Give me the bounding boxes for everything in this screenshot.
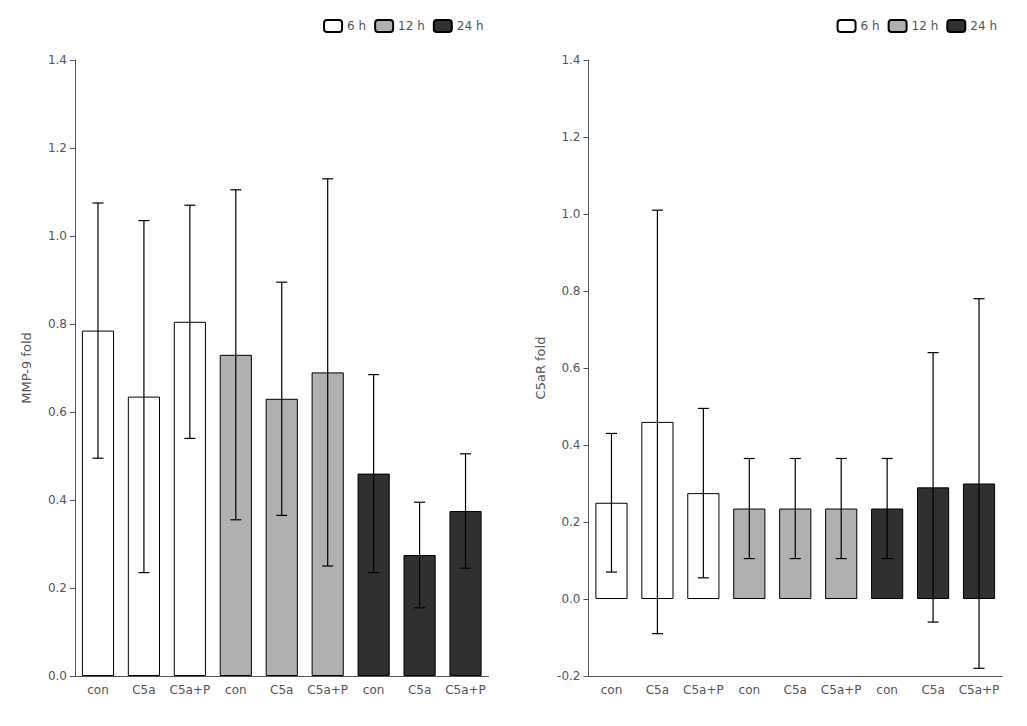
svg-text:C5a: C5a — [270, 683, 293, 697]
svg-text:1.0: 1.0 — [48, 229, 67, 243]
svg-text:1.4: 1.4 — [561, 53, 580, 67]
svg-text:con: con — [87, 683, 109, 697]
svg-text:C5a+P: C5a+P — [959, 683, 1000, 697]
svg-text:con: con — [225, 683, 247, 697]
svg-text:C5a: C5a — [408, 683, 431, 697]
svg-text:con: con — [739, 683, 761, 697]
svg-text:C5a+P: C5a+P — [683, 683, 724, 697]
svg-text:1.2: 1.2 — [48, 141, 67, 155]
svg-text:con: con — [601, 683, 623, 697]
svg-text:12 h: 12 h — [398, 19, 425, 33]
svg-text:MMP-9 fold: MMP-9 fold — [19, 332, 34, 403]
svg-text:C5a+P: C5a+P — [170, 683, 211, 697]
svg-text:0.8: 0.8 — [561, 284, 580, 298]
svg-text:0.0: 0.0 — [48, 669, 67, 683]
svg-text:24 h: 24 h — [457, 19, 484, 33]
svg-text:0.4: 0.4 — [48, 493, 67, 507]
svg-text:C5a: C5a — [646, 683, 669, 697]
svg-text:6 h: 6 h — [347, 19, 366, 33]
svg-text:12 h: 12 h — [912, 19, 939, 33]
svg-text:1.0: 1.0 — [561, 207, 580, 221]
svg-text:-0.2: -0.2 — [557, 669, 580, 683]
svg-text:6 h: 6 h — [861, 19, 880, 33]
svg-text:0.6: 0.6 — [48, 405, 67, 419]
svg-text:C5a+P: C5a+P — [821, 683, 862, 697]
svg-text:C5a: C5a — [132, 683, 155, 697]
svg-text:C5a+P: C5a+P — [307, 683, 348, 697]
svg-text:con: con — [363, 683, 385, 697]
svg-text:0.0: 0.0 — [561, 592, 580, 606]
svg-text:con: con — [876, 683, 898, 697]
svg-text:1.4: 1.4 — [48, 53, 67, 67]
svg-text:0.2: 0.2 — [561, 515, 580, 529]
svg-text:C5a: C5a — [921, 683, 944, 697]
svg-text:0.4: 0.4 — [561, 438, 580, 452]
svg-text:0.8: 0.8 — [48, 317, 67, 331]
svg-text:C5aR fold: C5aR fold — [533, 337, 548, 400]
svg-text:0.2: 0.2 — [48, 581, 67, 595]
svg-text:1.2: 1.2 — [561, 130, 580, 144]
svg-text:24 h: 24 h — [970, 19, 997, 33]
svg-text:C5a: C5a — [784, 683, 807, 697]
svg-text:0.6: 0.6 — [561, 361, 580, 375]
svg-text:C5a+P: C5a+P — [445, 683, 486, 697]
